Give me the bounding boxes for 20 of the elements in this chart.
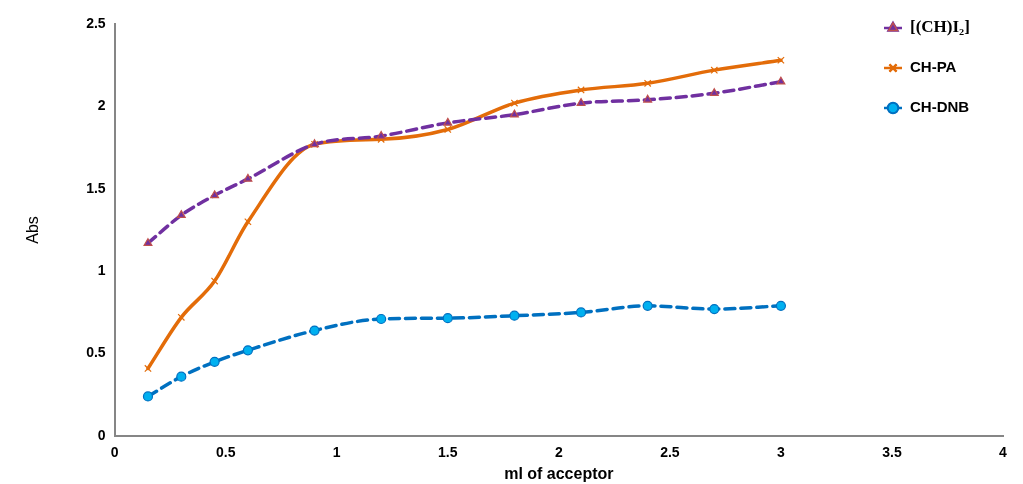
y-tick-label: 2.5 (86, 14, 106, 31)
x-tick-label: 2 (554, 444, 563, 461)
x-tick-label: 3 (777, 444, 786, 461)
y-tick-label: 1.5 (86, 179, 106, 196)
x-tick-label: 0 (110, 444, 119, 461)
y-tick-label: 1 (97, 262, 106, 279)
x-tick-label: 3.5 (882, 444, 902, 461)
legend-label: CH-PA (910, 58, 957, 76)
y-tick-label: 0 (97, 426, 106, 443)
x-tick-label: 1.5 (438, 444, 458, 461)
x-tick-label: 2.5 (660, 444, 680, 461)
y-tick-label: 2 (97, 97, 106, 114)
y-tick-label: 0.5 (86, 344, 106, 361)
x-axis-title: ml of acceptor (504, 464, 614, 482)
x-tick-label: 0.5 (215, 444, 236, 461)
x-tick-label: 4 (999, 444, 1008, 461)
legend-label: CH-DNB (910, 98, 970, 116)
x-tick-label: 1 (332, 444, 341, 461)
legend-label: [(CH)I₂] (910, 17, 970, 37)
y-axis-title: Abs (24, 216, 42, 244)
